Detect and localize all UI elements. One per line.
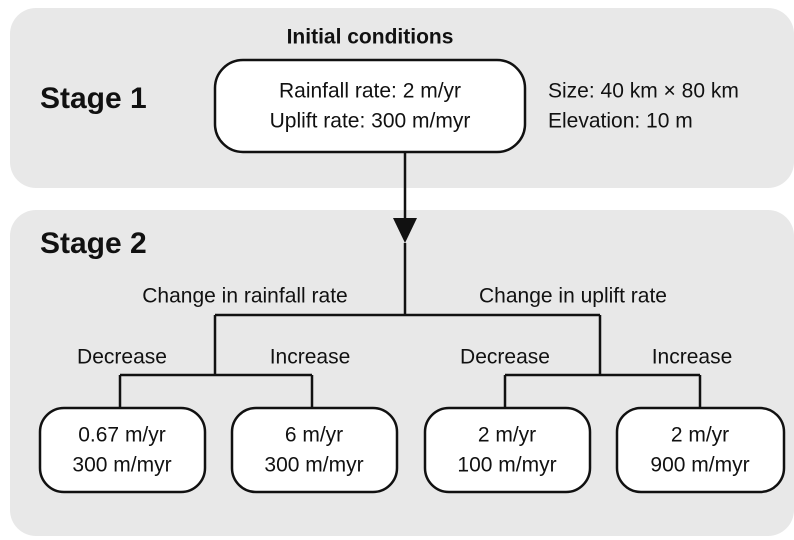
option-line: 300 m/myr (264, 454, 363, 477)
branch-label: Change in uplift rate (479, 285, 667, 308)
option-line: 6 m/yr (285, 424, 343, 447)
option-label: Increase (270, 346, 351, 369)
option-label: Decrease (77, 346, 167, 369)
tree-lines (118, 243, 702, 408)
initial-line: Rainfall rate: 2 m/yr (279, 80, 461, 103)
option-box (423, 406, 592, 494)
domain-line: Elevation: 10 m (548, 110, 693, 133)
domain-line: Size: 40 km × 80 km (548, 80, 739, 103)
option-box (615, 406, 786, 494)
stage-label: Stage 1 (40, 82, 147, 115)
option-line: 0.67 m/yr (78, 424, 166, 447)
option-line: 2 m/yr (478, 424, 536, 447)
branch-label: Change in rainfall rate (142, 285, 347, 308)
arrow-head (393, 218, 417, 243)
option-line: 100 m/myr (457, 454, 556, 477)
option-box (38, 406, 207, 494)
option-line: 2 m/yr (671, 424, 729, 447)
option-label: Increase (652, 346, 733, 369)
option-line: 300 m/myr (72, 454, 171, 477)
initial-line: Uplift rate: 300 m/myr (270, 110, 471, 133)
initial-box (213, 58, 527, 154)
option-box (230, 406, 399, 494)
stage-label: Stage 2 (40, 227, 147, 260)
initial-title: Initial conditions (287, 26, 454, 49)
option-line: 900 m/myr (650, 454, 749, 477)
option-label: Decrease (460, 346, 550, 369)
